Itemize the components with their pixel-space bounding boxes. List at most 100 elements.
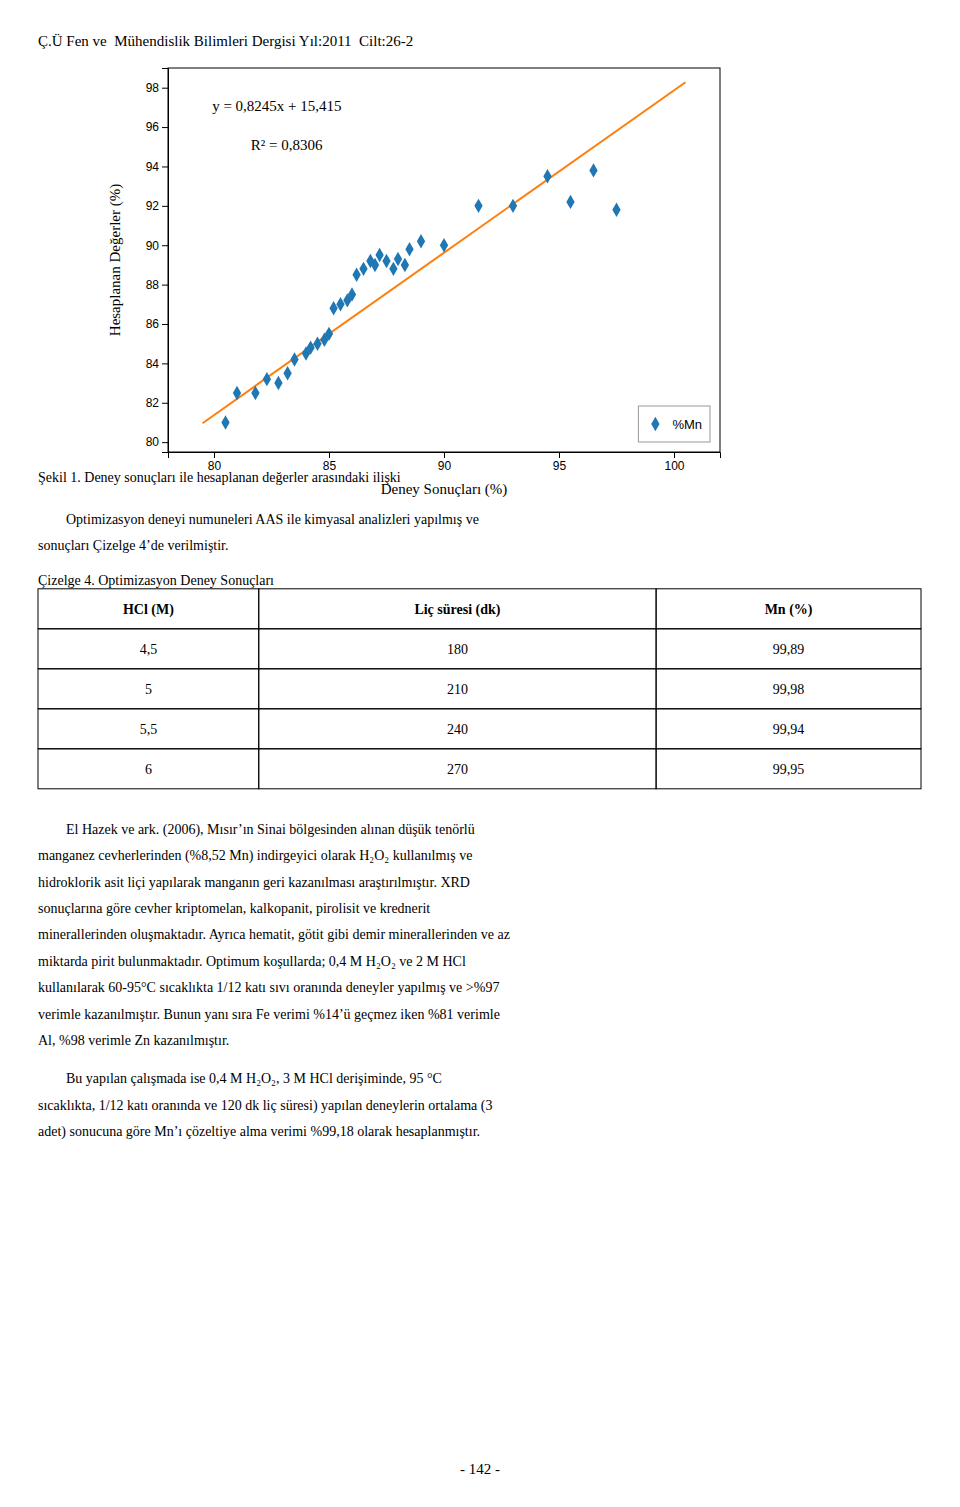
tick: 84 <box>146 357 168 371</box>
scatter-point <box>348 287 356 301</box>
table-text: 240 <box>447 722 468 737</box>
scatter-point <box>359 262 367 276</box>
tick-mark <box>162 285 168 286</box>
scatter-point <box>233 386 241 400</box>
tick-label: 90 <box>438 459 452 473</box>
scatter-point <box>263 372 271 386</box>
paragraph-line: adet) sonucuna göre Mn’ı çözeltiye alma … <box>38 1124 480 1140</box>
axis-line <box>162 69 169 453</box>
legend-label: %Mn <box>672 417 702 432</box>
tick-label: 94 <box>146 160 160 174</box>
table-header: HCl (M) <box>123 602 174 618</box>
scatter-point <box>612 203 620 217</box>
scatter-point <box>382 254 390 268</box>
tick-label: 86 <box>146 317 160 331</box>
tick-mark <box>162 324 168 325</box>
tick: 90 <box>146 239 168 253</box>
table-cell <box>656 749 921 789</box>
scatter-point <box>283 366 291 380</box>
tick: 92 <box>146 199 168 213</box>
table-text: 270 <box>447 762 468 777</box>
tick: 98 <box>146 81 168 95</box>
table-cell <box>259 669 656 709</box>
page: Ç.Ü Fen ve Mühendislik Bilimleri Dergisi… <box>0 0 960 1507</box>
paragraph-line: Al, %98 verimle Zn kazanılmıştır. <box>38 1033 229 1048</box>
table-cell <box>656 669 921 709</box>
paragraph-line: sonuçları Çizelge 4’de verilmiştir. <box>38 538 229 553</box>
axis-line <box>169 453 721 459</box>
scatter-point <box>336 297 344 311</box>
tick-label: 96 <box>146 120 160 134</box>
scatter-point <box>325 327 333 341</box>
table-cell <box>38 749 259 789</box>
table-cell <box>38 629 259 669</box>
table-cell <box>656 629 921 669</box>
tick-label: 84 <box>146 357 160 371</box>
table-cell <box>656 589 921 629</box>
y-axis: 80 82 84 86 88 90 92 94 96 98 <box>146 69 169 453</box>
tick: 94 <box>146 160 168 174</box>
tick-label: 88 <box>146 278 160 292</box>
scatter-point <box>474 199 482 213</box>
legend: %Mn <box>638 406 710 442</box>
scatter-point <box>306 340 314 354</box>
tick: 82 <box>146 396 168 410</box>
paragraph-line: sonuçlarına göre cevher kriptomelan, kal… <box>38 901 430 916</box>
tick-mark <box>214 452 215 458</box>
tick: 96 <box>146 120 168 134</box>
scatter-point <box>389 262 397 276</box>
tick-mark <box>444 452 445 458</box>
legend-box <box>638 406 710 442</box>
legend-swatch <box>651 417 659 431</box>
table-header: Liç süresi (dk) <box>414 602 500 618</box>
tick-mark <box>674 452 675 458</box>
paragraph-line: kullanılarak 60-95°C sıcaklıkta 1/12 kat… <box>38 980 499 995</box>
scatter-point <box>221 415 229 429</box>
scatter-point <box>251 386 259 400</box>
paragraph-line: minerallerinden oluşmaktadır. Ayrıca hem… <box>38 927 510 942</box>
scatter-point <box>290 352 298 366</box>
table-cell <box>259 749 656 789</box>
paragraph-line: Bu yapılan çalışmada ise 0,4 M H₂O₂, 3 M… <box>38 1071 442 1086</box>
paragraph-line: El Hazek ve ark. (2006), Mısır’ın Sinai … <box>38 822 475 838</box>
paragraph-line: manganez cevherlerinden (%8,52 Mn) indir… <box>38 848 472 864</box>
table-text: 99,95 <box>773 762 805 777</box>
scatter-point <box>509 199 517 213</box>
tick-mark <box>162 127 168 128</box>
tick-mark <box>329 452 330 458</box>
tick-label: 98 <box>146 81 160 95</box>
scatter-series <box>221 163 620 429</box>
table: HCl (M)Liç süresi (dk)Mn (%)4,518099,895… <box>38 589 921 789</box>
tick-mark <box>162 245 168 246</box>
scatter-point <box>589 163 597 177</box>
tick-mark <box>162 206 168 207</box>
tick-mark <box>559 452 560 458</box>
scatter-point <box>417 234 425 248</box>
tick-mark <box>162 363 168 364</box>
plot-frame <box>168 68 720 452</box>
scatter-point <box>401 258 409 272</box>
tick-mark <box>162 403 168 404</box>
tick-mark <box>162 166 168 167</box>
tick-label: 92 <box>146 199 160 213</box>
tick: 100 <box>664 452 684 473</box>
tick-mark <box>162 442 168 443</box>
table-title: Çizelge 4. Optimizasyon Deney Sonuçları <box>38 573 274 588</box>
tick: 80 <box>146 435 168 449</box>
tick-label: 82 <box>146 396 160 410</box>
scatter-point <box>329 301 337 315</box>
paragraph-line: hidroklorik asit liçi yapılarak manganın… <box>38 875 470 890</box>
tick-label: 90 <box>146 239 160 253</box>
marks <box>203 82 686 429</box>
table-text: 6 <box>145 762 152 777</box>
paragraph-line: verimle kazanılmıştır. Bunun yanı sıra F… <box>38 1007 500 1022</box>
table-cell <box>259 589 656 629</box>
tick: 86 <box>146 317 168 331</box>
table-cell <box>38 589 259 629</box>
annotation: R² = 0,8306 <box>251 137 323 153</box>
table-cell <box>259 629 656 669</box>
table-text: 4,5 <box>140 642 158 657</box>
tick-label: 95 <box>553 459 567 473</box>
tick: 88 <box>146 278 168 292</box>
paragraph-line: Optimizasyon deneyi numuneleri AAS ile k… <box>38 512 479 527</box>
